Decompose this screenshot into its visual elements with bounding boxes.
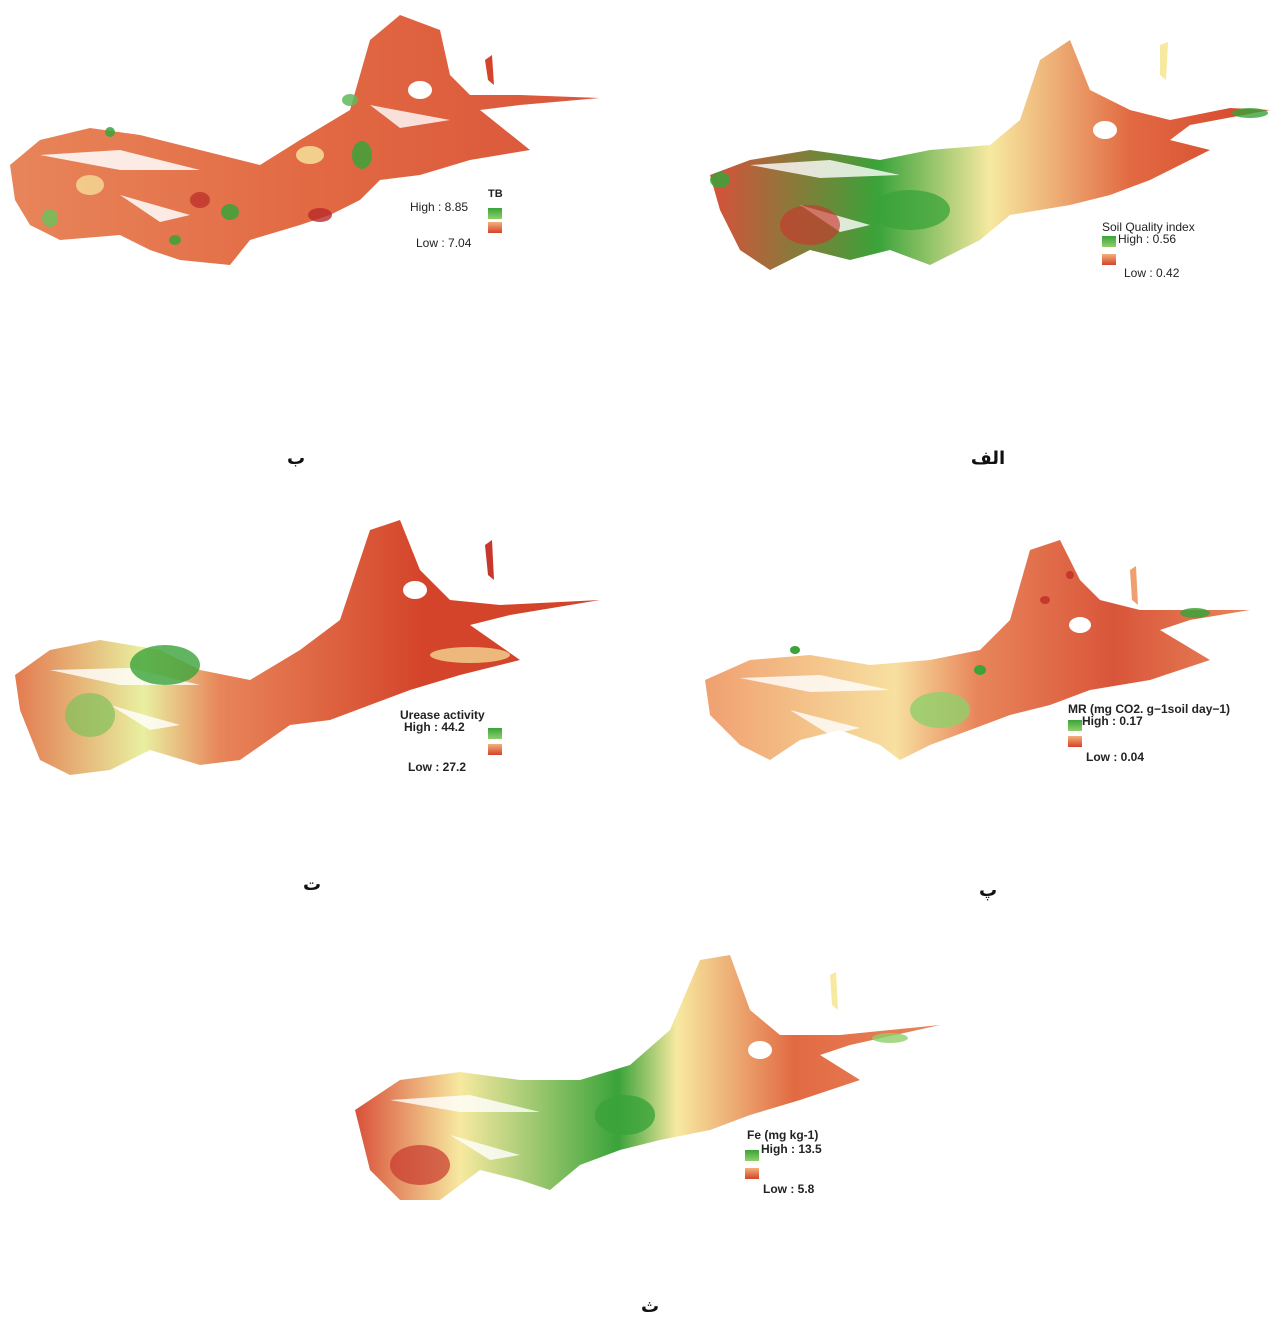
map-panel-fe: Fe (mg kg-1) High : 13.5 Low : 5.8 bbox=[340, 950, 960, 1220]
caption-te: ت bbox=[302, 874, 322, 895]
map-fe bbox=[355, 955, 940, 1200]
map-region bbox=[710, 40, 1270, 270]
legend-title: MR (mg CO2. g−1soil day−1) bbox=[1068, 702, 1231, 716]
legend-low-swatch bbox=[745, 1168, 759, 1179]
legend-title: Fe (mg kg-1) bbox=[747, 1128, 819, 1142]
legend-title: TB bbox=[488, 188, 503, 200]
legend-high-swatch bbox=[1068, 720, 1082, 731]
legend-low: Low : 27.2 bbox=[408, 760, 467, 774]
map-sqi bbox=[710, 40, 1270, 270]
legend-high: High : 0.56 bbox=[1118, 232, 1177, 246]
legend-high-swatch bbox=[488, 728, 502, 739]
map-tb bbox=[10, 15, 600, 265]
legend-low-swatch bbox=[488, 744, 502, 755]
legend-title: Soil Quality index bbox=[1102, 220, 1195, 234]
legend-low: Low : 0.04 bbox=[1086, 750, 1145, 764]
map-panel-urease: Urease activity High : 44.2 Low : 27.2 bbox=[0, 510, 620, 800]
caption-b: ب bbox=[286, 448, 306, 469]
legend-low: Low : 0.42 bbox=[1124, 266, 1180, 280]
map-mr bbox=[705, 540, 1250, 760]
legend-high-swatch bbox=[1102, 236, 1116, 247]
map-region bbox=[355, 955, 940, 1200]
map-panel-mr: MR (mg CO2. g−1soil day−1) High : 0.17 L… bbox=[690, 530, 1287, 790]
legend-low-swatch bbox=[488, 222, 502, 233]
legend-low-swatch bbox=[1102, 254, 1116, 265]
legend-low-swatch bbox=[1068, 736, 1082, 747]
caption-se: ث bbox=[640, 1296, 660, 1317]
map-urease bbox=[15, 520, 600, 775]
legend-high: High : 44.2 bbox=[404, 720, 465, 734]
caption-alef: الف bbox=[970, 448, 1006, 469]
map-panel-sqi: Soil Quality index High : 0.56 Low : 0.4… bbox=[690, 0, 1287, 300]
legend-high-swatch bbox=[488, 208, 502, 219]
map-panel-tb: TB High : 8.85 Low : 7.04 bbox=[0, 0, 620, 300]
legend-title: Urease activity bbox=[400, 708, 485, 722]
legend-high: High : 13.5 bbox=[761, 1142, 822, 1156]
legend-low: Low : 7.04 bbox=[416, 236, 472, 250]
legend-high: High : 0.17 bbox=[1082, 714, 1143, 728]
legend-low: Low : 5.8 bbox=[763, 1182, 815, 1196]
map-region bbox=[10, 15, 600, 265]
map-region bbox=[15, 520, 600, 775]
legend-high-swatch bbox=[745, 1150, 759, 1161]
map-region bbox=[705, 540, 1250, 760]
caption-pe: پ bbox=[978, 880, 998, 901]
legend-high: High : 8.85 bbox=[410, 200, 469, 214]
